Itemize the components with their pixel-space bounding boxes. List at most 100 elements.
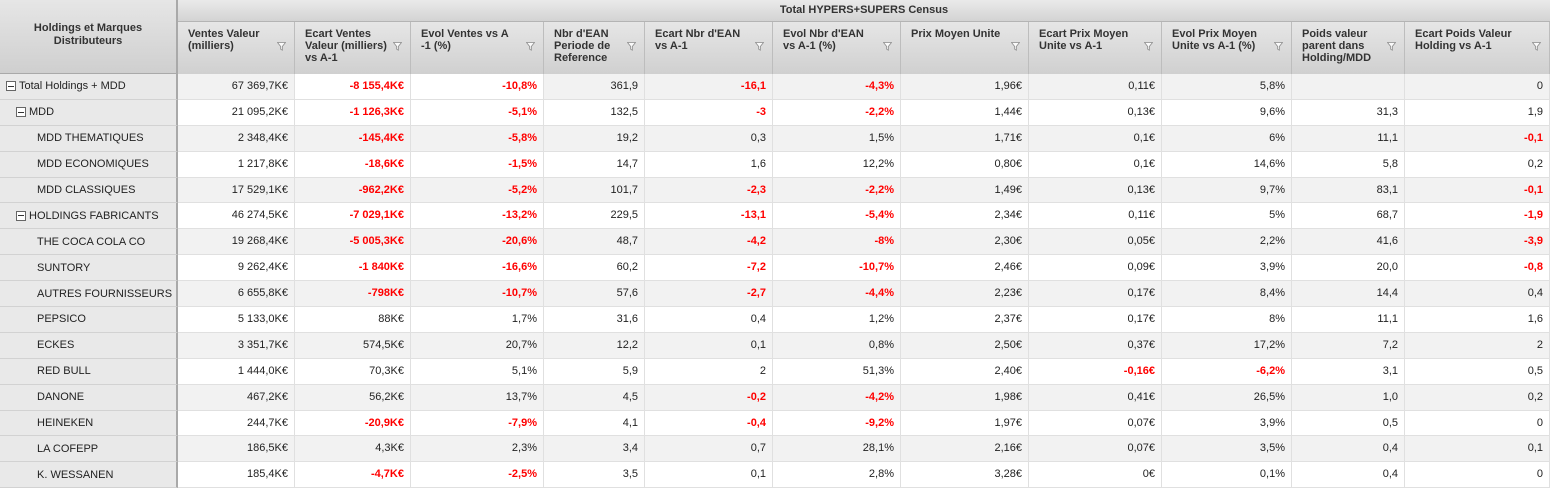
filter-funnel-icon[interactable] bbox=[1011, 42, 1020, 51]
table-cell[interactable]: -6,2% bbox=[1162, 358, 1292, 385]
table-cell[interactable]: 8,4% bbox=[1162, 281, 1292, 308]
table-cell[interactable]: -10,7% bbox=[773, 255, 901, 282]
table-cell[interactable]: -0,4 bbox=[645, 410, 773, 437]
row-label[interactable]: Total Holdings + MDD bbox=[0, 74, 178, 100]
table-cell[interactable]: 26,5% bbox=[1162, 384, 1292, 411]
table-cell[interactable]: -7 029,1K€ bbox=[295, 203, 411, 230]
table-cell[interactable]: -1 840K€ bbox=[295, 255, 411, 282]
table-cell[interactable]: 2 bbox=[645, 358, 773, 385]
table-cell[interactable]: 0,1 bbox=[645, 462, 773, 488]
table-cell[interactable]: 0,07€ bbox=[1029, 410, 1162, 437]
table-cell[interactable]: 31,6 bbox=[544, 307, 645, 333]
table-cell[interactable]: 12,2 bbox=[544, 332, 645, 359]
table-cell[interactable]: -8 155,4K€ bbox=[295, 74, 411, 100]
table-cell[interactable]: 1,98€ bbox=[901, 384, 1029, 411]
table-cell[interactable]: -16,1 bbox=[645, 74, 773, 100]
column-header[interactable]: Evol Nbr d'EAN vs A-1 (%) bbox=[773, 22, 901, 74]
table-cell[interactable] bbox=[1292, 74, 1405, 100]
table-cell[interactable]: 48,7 bbox=[544, 229, 645, 256]
table-cell[interactable]: 17,2% bbox=[1162, 332, 1292, 359]
table-cell[interactable]: 83,1 bbox=[1292, 177, 1405, 204]
table-row[interactable]: PEPSICO 5 133,0K€ 88K€ 1,7% 31,6 0,4 1,2% 2,37€… bbox=[0, 307, 1550, 333]
table-cell[interactable]: 0,4 bbox=[1405, 281, 1550, 308]
table-cell[interactable]: 0,7 bbox=[645, 436, 773, 463]
row-label[interactable]: SUNTORY bbox=[0, 255, 178, 282]
table-row[interactable]: AUTRES FOURNISSEURS 6 655,8K€ -798K€ -10,7%… bbox=[0, 281, 1550, 308]
table-cell[interactable]: 186,5K€ bbox=[178, 436, 295, 463]
column-header[interactable]: Ecart Prix Moyen Unite vs A-1 bbox=[1029, 22, 1162, 74]
table-cell[interactable]: 467,2K€ bbox=[178, 384, 295, 411]
table-cell[interactable]: 1,7% bbox=[411, 307, 544, 333]
table-cell[interactable]: -2,5% bbox=[411, 462, 544, 488]
row-label[interactable]: MDD CLASSIQUES bbox=[0, 177, 178, 204]
table-cell[interactable]: 4,5 bbox=[544, 384, 645, 411]
table-cell[interactable]: 3,9% bbox=[1162, 410, 1292, 437]
table-cell[interactable]: 0,11€ bbox=[1029, 203, 1162, 230]
table-cell[interactable]: 0,17€ bbox=[1029, 281, 1162, 308]
row-label[interactable]: MDD ECONOMIQUES bbox=[0, 151, 178, 178]
table-cell[interactable]: 7,2 bbox=[1292, 332, 1405, 359]
table-cell[interactable]: -1 126,3K€ bbox=[295, 99, 411, 126]
table-cell[interactable]: 2 bbox=[1405, 332, 1550, 359]
table-cell[interactable]: 3 351,7K€ bbox=[178, 332, 295, 359]
table-cell[interactable]: 9,6% bbox=[1162, 99, 1292, 126]
table-cell[interactable]: 1,96€ bbox=[901, 74, 1029, 100]
table-cell[interactable]: -2,2% bbox=[773, 177, 901, 204]
table-cell[interactable]: 361,9 bbox=[544, 74, 645, 100]
row-header-title[interactable]: Holdings et Marques Distributeurs bbox=[0, 0, 178, 74]
table-row[interactable]: Total Holdings + MDD 67 369,7K€ -8 155,4K€… bbox=[0, 74, 1550, 100]
table-cell[interactable]: 0,05€ bbox=[1029, 229, 1162, 256]
table-cell[interactable]: -5,8% bbox=[411, 125, 544, 152]
table-cell[interactable]: -962,2K€ bbox=[295, 177, 411, 204]
table-row[interactable]: HEINEKEN 244,7K€ -20,9K€ -7,9% 4,1 -0,4 -9,2% 1… bbox=[0, 410, 1550, 437]
table-cell[interactable]: -4,4% bbox=[773, 281, 901, 308]
table-cell[interactable]: -20,6% bbox=[411, 229, 544, 256]
table-cell[interactable]: 0,80€ bbox=[901, 151, 1029, 178]
table-cell[interactable]: 14,6% bbox=[1162, 151, 1292, 178]
table-cell[interactable]: -20,9K€ bbox=[295, 410, 411, 437]
table-row[interactable]: DANONE 467,2K€ 56,2K€ 13,7% 4,5 -0,2 -4,2% 1,98… bbox=[0, 384, 1550, 411]
table-cell[interactable]: 1,6 bbox=[1405, 307, 1550, 333]
table-cell[interactable]: 2,37€ bbox=[901, 307, 1029, 333]
table-cell[interactable]: 1 217,8K€ bbox=[178, 151, 295, 178]
collapse-minus-icon[interactable] bbox=[6, 81, 16, 92]
row-label[interactable]: THE COCA COLA CO bbox=[0, 229, 178, 256]
group-header[interactable]: Total HYPERS+SUPERS Census bbox=[178, 0, 1550, 22]
table-cell[interactable]: 8% bbox=[1162, 307, 1292, 333]
table-cell[interactable]: -798K€ bbox=[295, 281, 411, 308]
table-cell[interactable]: -5,4% bbox=[773, 203, 901, 230]
table-cell[interactable]: 3,1 bbox=[1292, 358, 1405, 385]
table-cell[interactable]: 229,5 bbox=[544, 203, 645, 230]
table-cell[interactable]: 14,7 bbox=[544, 151, 645, 178]
table-cell[interactable]: -2,3 bbox=[645, 177, 773, 204]
filter-funnel-icon[interactable] bbox=[1532, 42, 1541, 51]
table-cell[interactable]: 0,1 bbox=[1405, 436, 1550, 463]
table-cell[interactable]: 0,8% bbox=[773, 332, 901, 359]
table-cell[interactable]: 1 444,0K€ bbox=[178, 358, 295, 385]
table-row[interactable]: RED BULL 1 444,0K€ 70,3K€ 5,1% 5,9 2 51,3% 2,40… bbox=[0, 358, 1550, 385]
table-cell[interactable]: 67 369,7K€ bbox=[178, 74, 295, 100]
row-label[interactable]: HEINEKEN bbox=[0, 410, 178, 437]
table-cell[interactable]: -3,9 bbox=[1405, 229, 1550, 256]
table-cell[interactable]: -8% bbox=[773, 229, 901, 256]
table-cell[interactable]: 0,1€ bbox=[1029, 151, 1162, 178]
table-cell[interactable]: 19 268,4K€ bbox=[178, 229, 295, 256]
table-cell[interactable]: 3,9% bbox=[1162, 255, 1292, 282]
table-cell[interactable]: 51,3% bbox=[773, 358, 901, 385]
table-cell[interactable]: 0,37€ bbox=[1029, 332, 1162, 359]
column-header[interactable]: Ventes Valeur (milliers) bbox=[178, 22, 295, 74]
table-cell[interactable]: 60,2 bbox=[544, 255, 645, 282]
table-cell[interactable]: 185,4K€ bbox=[178, 462, 295, 488]
column-header[interactable]: Ecart Ventes Valeur (milliers) vs A-1 bbox=[295, 22, 411, 74]
collapse-minus-icon[interactable] bbox=[16, 107, 26, 118]
row-label[interactable]: DANONE bbox=[0, 384, 178, 411]
table-cell[interactable]: 1,5% bbox=[773, 125, 901, 152]
table-cell[interactable]: 21 095,2K€ bbox=[178, 99, 295, 126]
table-cell[interactable]: 1,9 bbox=[1405, 99, 1550, 126]
table-cell[interactable]: -10,7% bbox=[411, 281, 544, 308]
table-cell[interactable]: 244,7K€ bbox=[178, 410, 295, 437]
column-header[interactable]: Ecart Poids Valeur Holding vs A-1 bbox=[1405, 22, 1550, 74]
table-cell[interactable]: -1,9 bbox=[1405, 203, 1550, 230]
table-cell[interactable]: -18,6K€ bbox=[295, 151, 411, 178]
table-cell[interactable]: 41,6 bbox=[1292, 229, 1405, 256]
